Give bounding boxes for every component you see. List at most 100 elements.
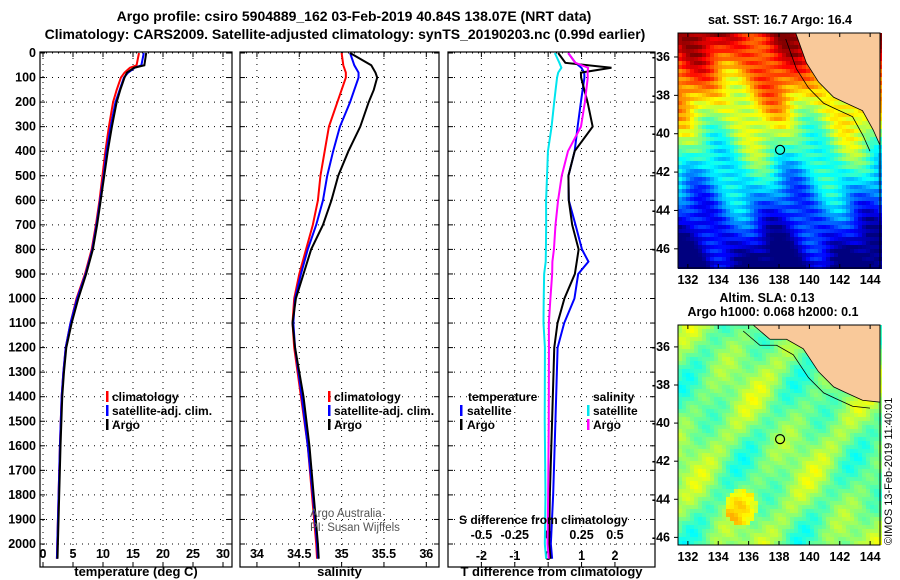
y-tick-label: 1700 bbox=[8, 463, 36, 477]
s-axis-label: S difference from climatology bbox=[459, 513, 628, 527]
lon-tick-label: 136 bbox=[738, 550, 759, 564]
legend-mark-t-satellite bbox=[460, 405, 463, 416]
legend-mark-argo bbox=[106, 419, 109, 430]
y-tick-label: 1500 bbox=[8, 414, 36, 428]
plot-frame bbox=[39, 51, 233, 568]
x-axis-label: T difference from climatology bbox=[460, 564, 643, 579]
x-tick-label: 25 bbox=[186, 547, 200, 561]
legend-mark-climatology bbox=[106, 391, 109, 402]
y-tick-label: 0 bbox=[29, 46, 36, 60]
y-tick-label: 1900 bbox=[8, 512, 36, 526]
y-tick-label: 1800 bbox=[8, 488, 36, 502]
lat-tick-label: -42 bbox=[652, 454, 670, 468]
s-tick-label: 0.5 bbox=[606, 528, 623, 542]
y-tick-label: 200 bbox=[15, 95, 36, 109]
y-tick-label: 900 bbox=[15, 267, 36, 281]
lat-tick-label: -46 bbox=[652, 242, 670, 256]
y-tick-label: 400 bbox=[15, 144, 36, 158]
lon-tick-label: 132 bbox=[677, 550, 698, 564]
s-tick-label: -0.5 bbox=[471, 528, 493, 542]
lon-tick-label: 140 bbox=[799, 273, 820, 287]
lat-tick-label: -44 bbox=[652, 203, 670, 217]
legend-label: satellite bbox=[467, 404, 512, 418]
lat-tick-label: -40 bbox=[652, 416, 670, 430]
title-line-1: Argo profile: csiro 5904889_162 03-Feb-2… bbox=[117, 8, 592, 24]
lon-tick-label: 132 bbox=[677, 273, 698, 287]
legend-label: climatology bbox=[334, 390, 401, 404]
map-frame bbox=[677, 324, 881, 546]
y-tick-label: 1400 bbox=[8, 390, 36, 404]
legend-mark-s-argo bbox=[587, 419, 590, 430]
lon-tick-label: 140 bbox=[799, 550, 820, 564]
lon-tick-label: 144 bbox=[860, 550, 881, 564]
y-tick-label: 1600 bbox=[8, 439, 36, 453]
legend-mark-climatology bbox=[328, 391, 331, 402]
lat-tick-label: -40 bbox=[652, 127, 670, 141]
legend-label: satellite bbox=[593, 404, 638, 418]
lat-tick-label: -42 bbox=[652, 165, 670, 179]
sla-map-title-2: Argo h1000: 0.068 h2000: 0.1 bbox=[688, 305, 859, 319]
lon-tick-label: 136 bbox=[738, 273, 759, 287]
lat-tick-label: -38 bbox=[652, 88, 670, 102]
imos-stamp: ©IMOS 13-Feb-2019 11:40:01 bbox=[883, 398, 895, 545]
x-tick-label: 1 bbox=[578, 549, 585, 563]
difference-legend: temperature satellite Argo salinity sate… bbox=[459, 390, 638, 527]
lon-tick-label: 138 bbox=[769, 273, 790, 287]
argo-location-marker bbox=[774, 433, 786, 445]
legend-mark-t-argo bbox=[460, 419, 463, 430]
lat-tick-label: -44 bbox=[652, 492, 670, 506]
x-tick-label: 35.5 bbox=[372, 547, 396, 561]
y-tick-label: 1200 bbox=[8, 341, 36, 355]
salinity-legend: climatology satellite-adj. clim. Argo Ar… bbox=[310, 390, 434, 534]
x-tick-label: -1 bbox=[509, 549, 520, 563]
series-line-satellite-adj-clim- bbox=[292, 52, 360, 559]
x-tick-label: 36 bbox=[419, 547, 433, 561]
credit-line-1: Argo Australia bbox=[310, 508, 382, 520]
legend-label: satellite-adj. clim. bbox=[112, 404, 212, 418]
sst-map-title: sat. SST: 16.7 Argo: 16.4 bbox=[708, 13, 852, 27]
legend-title-salinity: salinity bbox=[593, 390, 635, 404]
map-frame bbox=[677, 32, 881, 269]
plot-frame bbox=[239, 51, 440, 568]
legend-label: satellite-adj. clim. bbox=[334, 404, 434, 418]
lon-tick-label: 134 bbox=[708, 550, 729, 564]
x-tick-label: 0 bbox=[40, 547, 47, 561]
legend-mark-s-satellite bbox=[587, 405, 590, 416]
y-tick-label: 700 bbox=[15, 218, 36, 232]
x-tick-label: 10 bbox=[96, 547, 110, 561]
s-tick-label: -0.25 bbox=[501, 528, 530, 542]
x-tick-label: 30 bbox=[216, 547, 230, 561]
x-tick-label: 35 bbox=[335, 547, 349, 561]
sst-map: 132 134 136 138 140 142 144 -36 -38 -40 -42 -44 -46 bbox=[652, 32, 882, 287]
legend-label: climatology bbox=[112, 390, 179, 404]
lon-tick-label: 144 bbox=[860, 273, 881, 287]
series-line-t-argo bbox=[548, 52, 612, 559]
lat-tick-label: -38 bbox=[652, 378, 670, 392]
lat-tick-label: -36 bbox=[652, 50, 670, 64]
series-line-climatology bbox=[55, 52, 140, 559]
lat-tick-label: -36 bbox=[652, 340, 670, 354]
sla-map: 132 134 136 138 140 142 144 -36 -38 -40 -42 -44 -46 bbox=[652, 324, 882, 564]
series-line-argo bbox=[291, 52, 379, 559]
legend-mark-argo bbox=[328, 419, 331, 430]
x-tick-label: 2 bbox=[611, 549, 618, 563]
lon-tick-label: 142 bbox=[829, 550, 850, 564]
credit-line-2: PI: Susan Wijffels bbox=[310, 522, 400, 534]
lon-tick-label: 142 bbox=[829, 273, 850, 287]
legend-mark-satellite bbox=[106, 405, 109, 416]
y-tick-label: 300 bbox=[15, 120, 36, 134]
shelf-contour bbox=[785, 38, 871, 152]
series-line-climatology bbox=[291, 52, 347, 559]
x-tick-label: 15 bbox=[126, 547, 140, 561]
x-tick-label: 34.5 bbox=[287, 547, 311, 561]
legend-title-temperature: temperature bbox=[468, 390, 538, 404]
difference-panel: -2 -1 0 1 2T difference from climatology-0.5… bbox=[447, 51, 656, 579]
x-tick-label: 34 bbox=[250, 547, 264, 561]
x-axis-label: temperature (deg C) bbox=[74, 564, 198, 579]
y-tick-label: 1300 bbox=[8, 365, 36, 379]
s-tick-label: 0.25 bbox=[569, 528, 593, 542]
legend-label: Argo bbox=[467, 418, 495, 432]
temperature-panel: 0100200300400500600700800900100011001200… bbox=[8, 46, 233, 579]
y-tick-label: 2000 bbox=[8, 537, 36, 551]
